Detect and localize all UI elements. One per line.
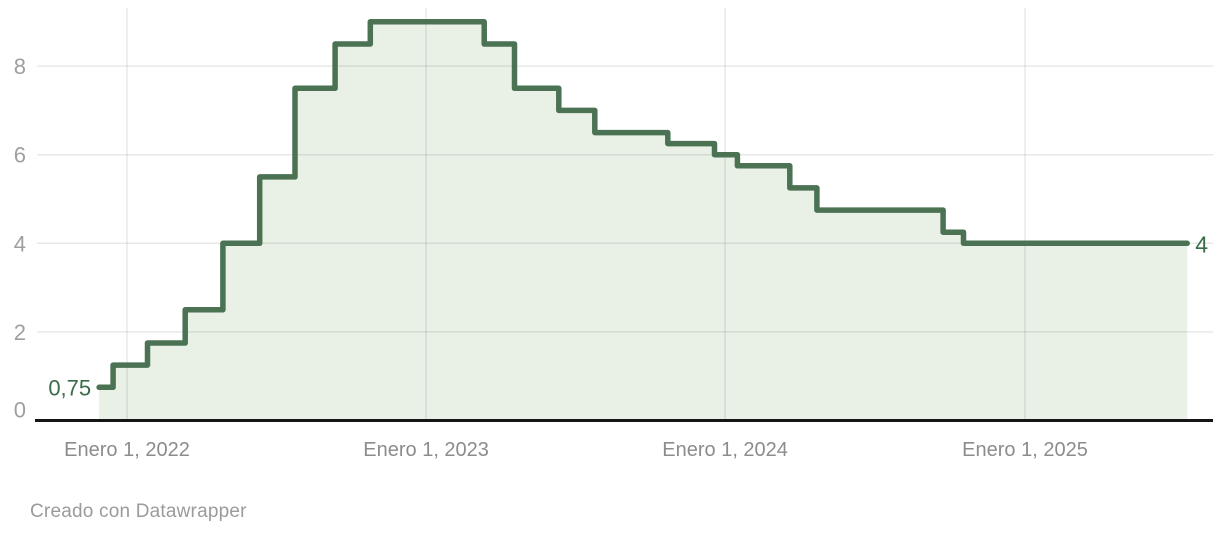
start-value-label: 0,75 xyxy=(48,375,91,400)
step-line xyxy=(96,19,1190,391)
x-tick-label: Enero 1, 2025 xyxy=(962,439,1088,461)
credit-text: Creado con Datawrapper xyxy=(30,501,247,522)
y-tick-label: 0 xyxy=(14,398,26,423)
area-fill xyxy=(99,21,1188,421)
x-tick-label: Enero 1, 2024 xyxy=(662,439,788,461)
end-value-label: 4 xyxy=(1195,231,1208,257)
chart-canvas: 0 2 4 6 8 Enero 1, 2022 Enero 1, 2023 Enero 1, … xyxy=(14,8,1213,461)
y-tick-label: 2 xyxy=(14,320,26,345)
y-tick-label: 8 xyxy=(14,54,26,79)
x-tick-label: Enero 1, 2022 xyxy=(64,439,190,461)
y-tick-label: 6 xyxy=(14,143,26,168)
x-tick-label: Enero 1, 2023 xyxy=(363,439,489,461)
y-tick-label: 4 xyxy=(14,231,26,256)
